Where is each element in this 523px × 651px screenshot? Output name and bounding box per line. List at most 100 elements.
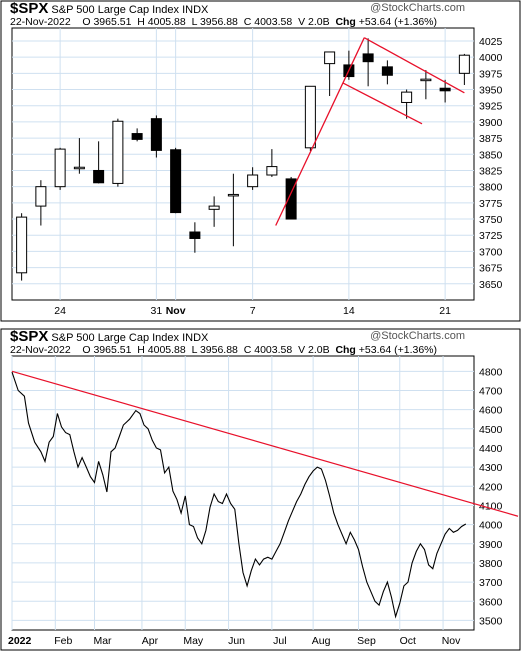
candle-body xyxy=(112,120,124,184)
quote-date: 22-Nov-2022 xyxy=(10,16,71,28)
x-tick-label: Apr xyxy=(142,635,159,647)
candle-body xyxy=(150,118,162,151)
x-tick-label: Jun xyxy=(228,635,245,647)
x-tick-label: 2022 xyxy=(8,635,32,647)
quote-chg-label: Chg xyxy=(335,344,356,356)
y-tick-label: 3875 xyxy=(479,133,503,145)
quote-chg-label: Chg xyxy=(335,16,356,28)
candle-body xyxy=(401,91,413,103)
plot-area xyxy=(11,27,475,301)
x-tick-label: Nov xyxy=(166,305,186,317)
y-tick-label: 3925 xyxy=(479,101,503,113)
candle-body xyxy=(35,186,47,207)
x-tick-label: Feb xyxy=(54,635,72,647)
y-tick-label: 4200 xyxy=(479,481,503,493)
quote-open: O 3965.51 xyxy=(82,16,132,28)
quote-close: C 4003.58 xyxy=(243,344,293,356)
chart-header: $SPX S&P 500 Large Cap Index INDX xyxy=(10,328,208,345)
y-tick-label: 4000 xyxy=(479,52,503,64)
candle-body xyxy=(439,87,451,92)
index-name: S&P 500 Large Cap Index xyxy=(51,332,180,344)
y-tick-label: 3700 xyxy=(479,246,503,258)
y-tick-label: 4025 xyxy=(479,36,503,48)
trendline xyxy=(342,82,423,125)
candle-body xyxy=(285,178,297,220)
quote-low: L 3956.88 xyxy=(191,16,238,28)
y-tick-label: 3975 xyxy=(479,68,503,80)
price-line xyxy=(11,371,467,619)
trendline xyxy=(363,37,465,94)
quote-chg-value: +53.64 (+1.36%) xyxy=(358,16,438,28)
candle-body xyxy=(16,216,28,274)
y-tick-label: 3825 xyxy=(479,165,503,177)
y-tick-label: 3725 xyxy=(479,230,503,242)
index-name: S&P 500 Large Cap Index xyxy=(51,4,180,16)
candle-body xyxy=(73,166,85,170)
y-tick-label: 4000 xyxy=(479,520,503,532)
y-tick-label: 4100 xyxy=(479,500,503,512)
candle-body xyxy=(362,53,374,63)
x-tick-label: Jul xyxy=(273,635,286,647)
y-tick-label: 3675 xyxy=(479,263,503,275)
exchange: INDX xyxy=(182,332,209,344)
y-tick-label: 3775 xyxy=(479,198,503,210)
daily-chart-panel: 3650 3675 3700 3725 3750 3775 3800 3825 3850 3875… xyxy=(0,0,521,322)
x-tick-label: Mar xyxy=(93,635,112,647)
chart-header: $SPX S&P 500 Large Cap Index INDX xyxy=(10,0,208,17)
y-tick-label: 3650 xyxy=(479,279,503,291)
trendline xyxy=(11,370,519,517)
candle-body xyxy=(54,148,66,188)
yearly-line-chart: 3500 3600 3700 3800 3900 4000 4100 4200 4300 4400… xyxy=(0,328,521,651)
daily-candlestick-chart: 3650 3675 3700 3725 3750 3775 3800 3825 3850 3875… xyxy=(0,0,521,322)
symbol: $SPX xyxy=(10,328,49,345)
quote-chg-value: +53.64 (+1.36%) xyxy=(358,344,438,356)
y-tick-label: 4800 xyxy=(479,366,503,378)
y-tick-label: 3600 xyxy=(479,596,503,608)
candle-body xyxy=(266,166,278,176)
candle-body xyxy=(304,85,316,149)
watermark: @StockCharts.com xyxy=(370,2,465,14)
y-tick-label: 4500 xyxy=(479,424,503,436)
quote-low: L 3956.88 xyxy=(191,344,238,356)
x-tick-label: 7 xyxy=(250,305,256,317)
y-tick-label: 3750 xyxy=(479,214,503,226)
candle-body xyxy=(247,174,259,188)
x-tick-label: 24 xyxy=(54,305,66,317)
quote-volume: V 2.0B xyxy=(298,16,330,28)
plot-area xyxy=(11,355,475,631)
symbol: $SPX xyxy=(10,0,49,17)
x-tick-label: Sep xyxy=(357,635,376,647)
quote-line: 22-Nov-2022 O 3965.51 H 4005.88 L 3956.8… xyxy=(10,16,437,28)
x-tick-label: Nov xyxy=(442,635,461,647)
y-tick-label: 4600 xyxy=(479,405,503,417)
candle-body xyxy=(93,169,105,184)
candle-body xyxy=(227,193,239,197)
x-tick-label: 21 xyxy=(439,305,451,317)
candle-body xyxy=(420,78,432,82)
candle-body xyxy=(458,54,470,74)
y-tick-label: 4700 xyxy=(479,385,503,397)
y-tick-label: 3800 xyxy=(479,558,503,570)
quote-volume: V 2.0B xyxy=(298,344,330,356)
y-tick-label: 3700 xyxy=(479,577,503,589)
watermark: @StockCharts.com xyxy=(370,330,465,342)
x-tick-label: Oct xyxy=(400,635,416,647)
quote-line: 22-Nov-2022 O 3965.51 H 4005.88 L 3956.8… xyxy=(10,344,437,356)
x-tick-label: 14 xyxy=(343,305,355,317)
x-tick-label: May xyxy=(183,635,204,647)
y-tick-label: 3850 xyxy=(479,149,503,161)
quote-open: O 3965.51 xyxy=(82,344,132,356)
candle-body xyxy=(131,133,143,140)
y-tick-label: 3500 xyxy=(479,615,503,627)
y-tick-label: 3900 xyxy=(479,117,503,129)
x-tick-label: 31 xyxy=(151,305,163,317)
y-tick-label: 3900 xyxy=(479,539,503,551)
candle-body xyxy=(381,66,393,76)
trendline xyxy=(275,37,365,226)
candle-body xyxy=(208,205,220,210)
y-tick-label: 3800 xyxy=(479,182,503,194)
y-tick-label: 3950 xyxy=(479,85,503,97)
x-tick-label: Aug xyxy=(312,635,331,647)
y-tick-label: 4300 xyxy=(479,462,503,474)
candle-body xyxy=(170,149,182,214)
